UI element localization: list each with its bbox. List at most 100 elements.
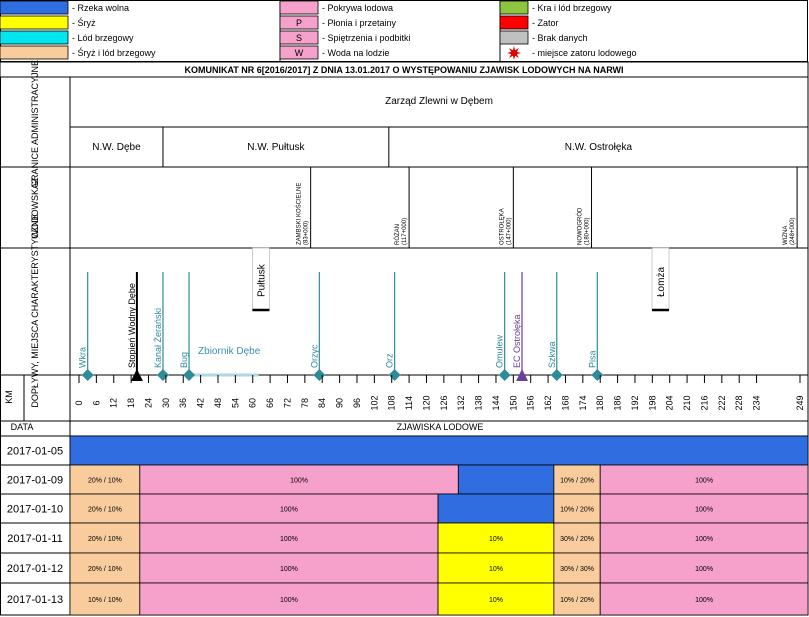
legend-label: - Płonia i przetainy [322, 18, 397, 28]
tributaries-and-places: Zbiornik Dębe Wkra Stopień Wodny Dębe Kanał… [78, 247, 670, 381]
km-tick-label: 216 [699, 395, 709, 410]
ice-segment [457, 464, 555, 495]
plant-triangle-icon [516, 369, 529, 381]
legend-label: - Zator [532, 18, 559, 28]
date-label: 2017-01-12 [7, 563, 63, 575]
km-tick-label: 126 [439, 395, 449, 410]
nw-label: N.W. Dębe [92, 142, 141, 153]
legend-code: W [295, 48, 304, 58]
row-labels: GRANICE ADMINISTRACYJNE WODOWSKAZ DOPŁYW… [4, 60, 483, 432]
town-name: Pułtusk [256, 263, 267, 297]
km-tick-label: 228 [734, 395, 744, 410]
legend-label: - miejsce zatoru lodowego [532, 48, 637, 58]
segment-label: 20% / 10% [88, 536, 122, 543]
legend-label: - Brak danych [532, 33, 588, 43]
legend-item: - Śryż [0, 15, 96, 30]
km-tick-label: 114 [404, 396, 414, 410]
date-row: 2017-01-05 [7, 435, 809, 466]
report-title: KOMUNIKAT NR 6[2016/2017] Z DNIA 13.01.2… [184, 65, 623, 75]
legend-item: - Rzeka wolna [0, 0, 129, 15]
segment-label: 100% [695, 597, 713, 604]
ice-segment [69, 582, 141, 616]
km-tick-label: 84 [317, 398, 327, 408]
legend-item: - Śryż i lód brzegowy [0, 45, 156, 60]
feature-plant: EC Ostrołęka [512, 272, 529, 381]
legend-label: - Woda na lodzie [322, 48, 389, 58]
segment-label: 10% / 20% [560, 478, 594, 485]
legend-item: - Pokrywa lodowa [279, 0, 393, 15]
km-tick-label: 48 [213, 398, 223, 408]
legend-label: - Śryż [72, 17, 96, 28]
tributary-marker-icon [591, 369, 604, 381]
feature-label: EC Ostrołęka [512, 314, 522, 368]
km-tick-label: 186 [613, 395, 623, 410]
date-label: 2017-01-05 [7, 446, 63, 458]
ice-segment [599, 464, 809, 495]
km-tick-label: 102 [369, 395, 379, 410]
legend-swatch [0, 15, 69, 30]
gauge-label: ZAMBSKI KOŚCIELNE(83+000) [295, 183, 310, 245]
km-tick-label: 168 [560, 395, 570, 410]
feature-tributary: Wkra [78, 272, 94, 381]
segment-label: 10% / 10% [88, 597, 122, 604]
gauge-label: NOWOGRÓD(180+000) [577, 207, 591, 245]
ice-segment [139, 552, 439, 584]
legend-item: S - Spiętrzenia i podbitki [279, 30, 411, 45]
legend-swatch [0, 0, 69, 15]
km-tick-label: 156 [526, 395, 536, 410]
feature-label: Szkwa [547, 341, 557, 368]
km-tick-label: 108 [387, 395, 397, 410]
ice-segment [553, 582, 601, 616]
ice-segment [139, 464, 459, 495]
ice-segment [599, 493, 809, 524]
ice-segment [139, 522, 439, 554]
feature-dam: Stopień Wodny Dębe [127, 272, 143, 381]
feature-tributary: Szkwa [547, 272, 563, 381]
km-tick-label: 0 [74, 400, 84, 405]
nw-label: N.W. Ostrołęka [565, 142, 633, 153]
segment-label: 20% / 10% [88, 478, 122, 485]
label-wodowskaz: WODOWSKAZ [30, 177, 40, 238]
segment-label: 100% [280, 536, 298, 543]
legend-swatch [499, 0, 529, 15]
date-row: 2017-01-12 20% / 10% 100% 10% 30% / 30% 100% [7, 552, 809, 584]
segment-label: 10% / 20% [560, 597, 594, 604]
ice-segment [599, 582, 809, 616]
feature-label: Stopień Wodny Dębe [127, 283, 137, 368]
legend-label: - Śryż i lód brzegowy [72, 47, 156, 58]
km-tick-label: 144 [491, 395, 501, 410]
legend-label: - Kra i lód brzegowy [532, 3, 612, 13]
feature-tributary: Orz [385, 272, 401, 381]
km-tick-label: 66 [265, 398, 275, 408]
km-tick-label: 90 [335, 398, 345, 408]
ice-segment [437, 582, 555, 616]
legend-swatch [499, 15, 529, 30]
gauge: WIZNA(248+000) [783, 167, 798, 248]
dam-triangle-icon [130, 369, 143, 381]
gauge-label: WIZNA(248+000) [783, 217, 796, 245]
date-row: 2017-01-10 20% / 10% 100% 10% / 20% 100% [7, 493, 809, 524]
date-row: 2017-01-09 20% / 10% 100% 10% / 20% 100% [7, 464, 809, 495]
date-row: 2017-01-11 20% / 10% 100% 10% 30% / 20% 100% [7, 522, 809, 554]
legend: - Rzeka wolna - Śryż - Lód brzegowy - Śryż … [0, 0, 808, 62]
legend-swatch [279, 0, 319, 15]
segment-label: 10% [489, 566, 503, 573]
town-name: Łomża [656, 267, 667, 297]
label-data: DATA [11, 422, 34, 432]
tributary-marker-icon [183, 369, 196, 381]
legend-item: - Zator [499, 15, 559, 30]
legend-item: - Lód brzegowy [0, 30, 134, 45]
feature-label: Wkra [78, 347, 88, 368]
town-label: Pułtusk [252, 247, 270, 312]
feature-tributary: Orzyc [309, 272, 326, 381]
km-tick-label: 192 [630, 395, 640, 410]
segment-label: 10% / 20% [560, 507, 594, 514]
ice-segment [69, 435, 809, 466]
town-label: Łomża [651, 247, 670, 312]
nw-label: N.W. Pułtusk [247, 142, 305, 153]
km-tick-label: 42 [196, 398, 206, 408]
water-gauges: ZAMBSKI KOŚCIELNE(83+000) RÓŻAN(117+000) O… [295, 167, 798, 248]
ice-segment [139, 582, 439, 616]
legend-swatch [0, 30, 69, 45]
